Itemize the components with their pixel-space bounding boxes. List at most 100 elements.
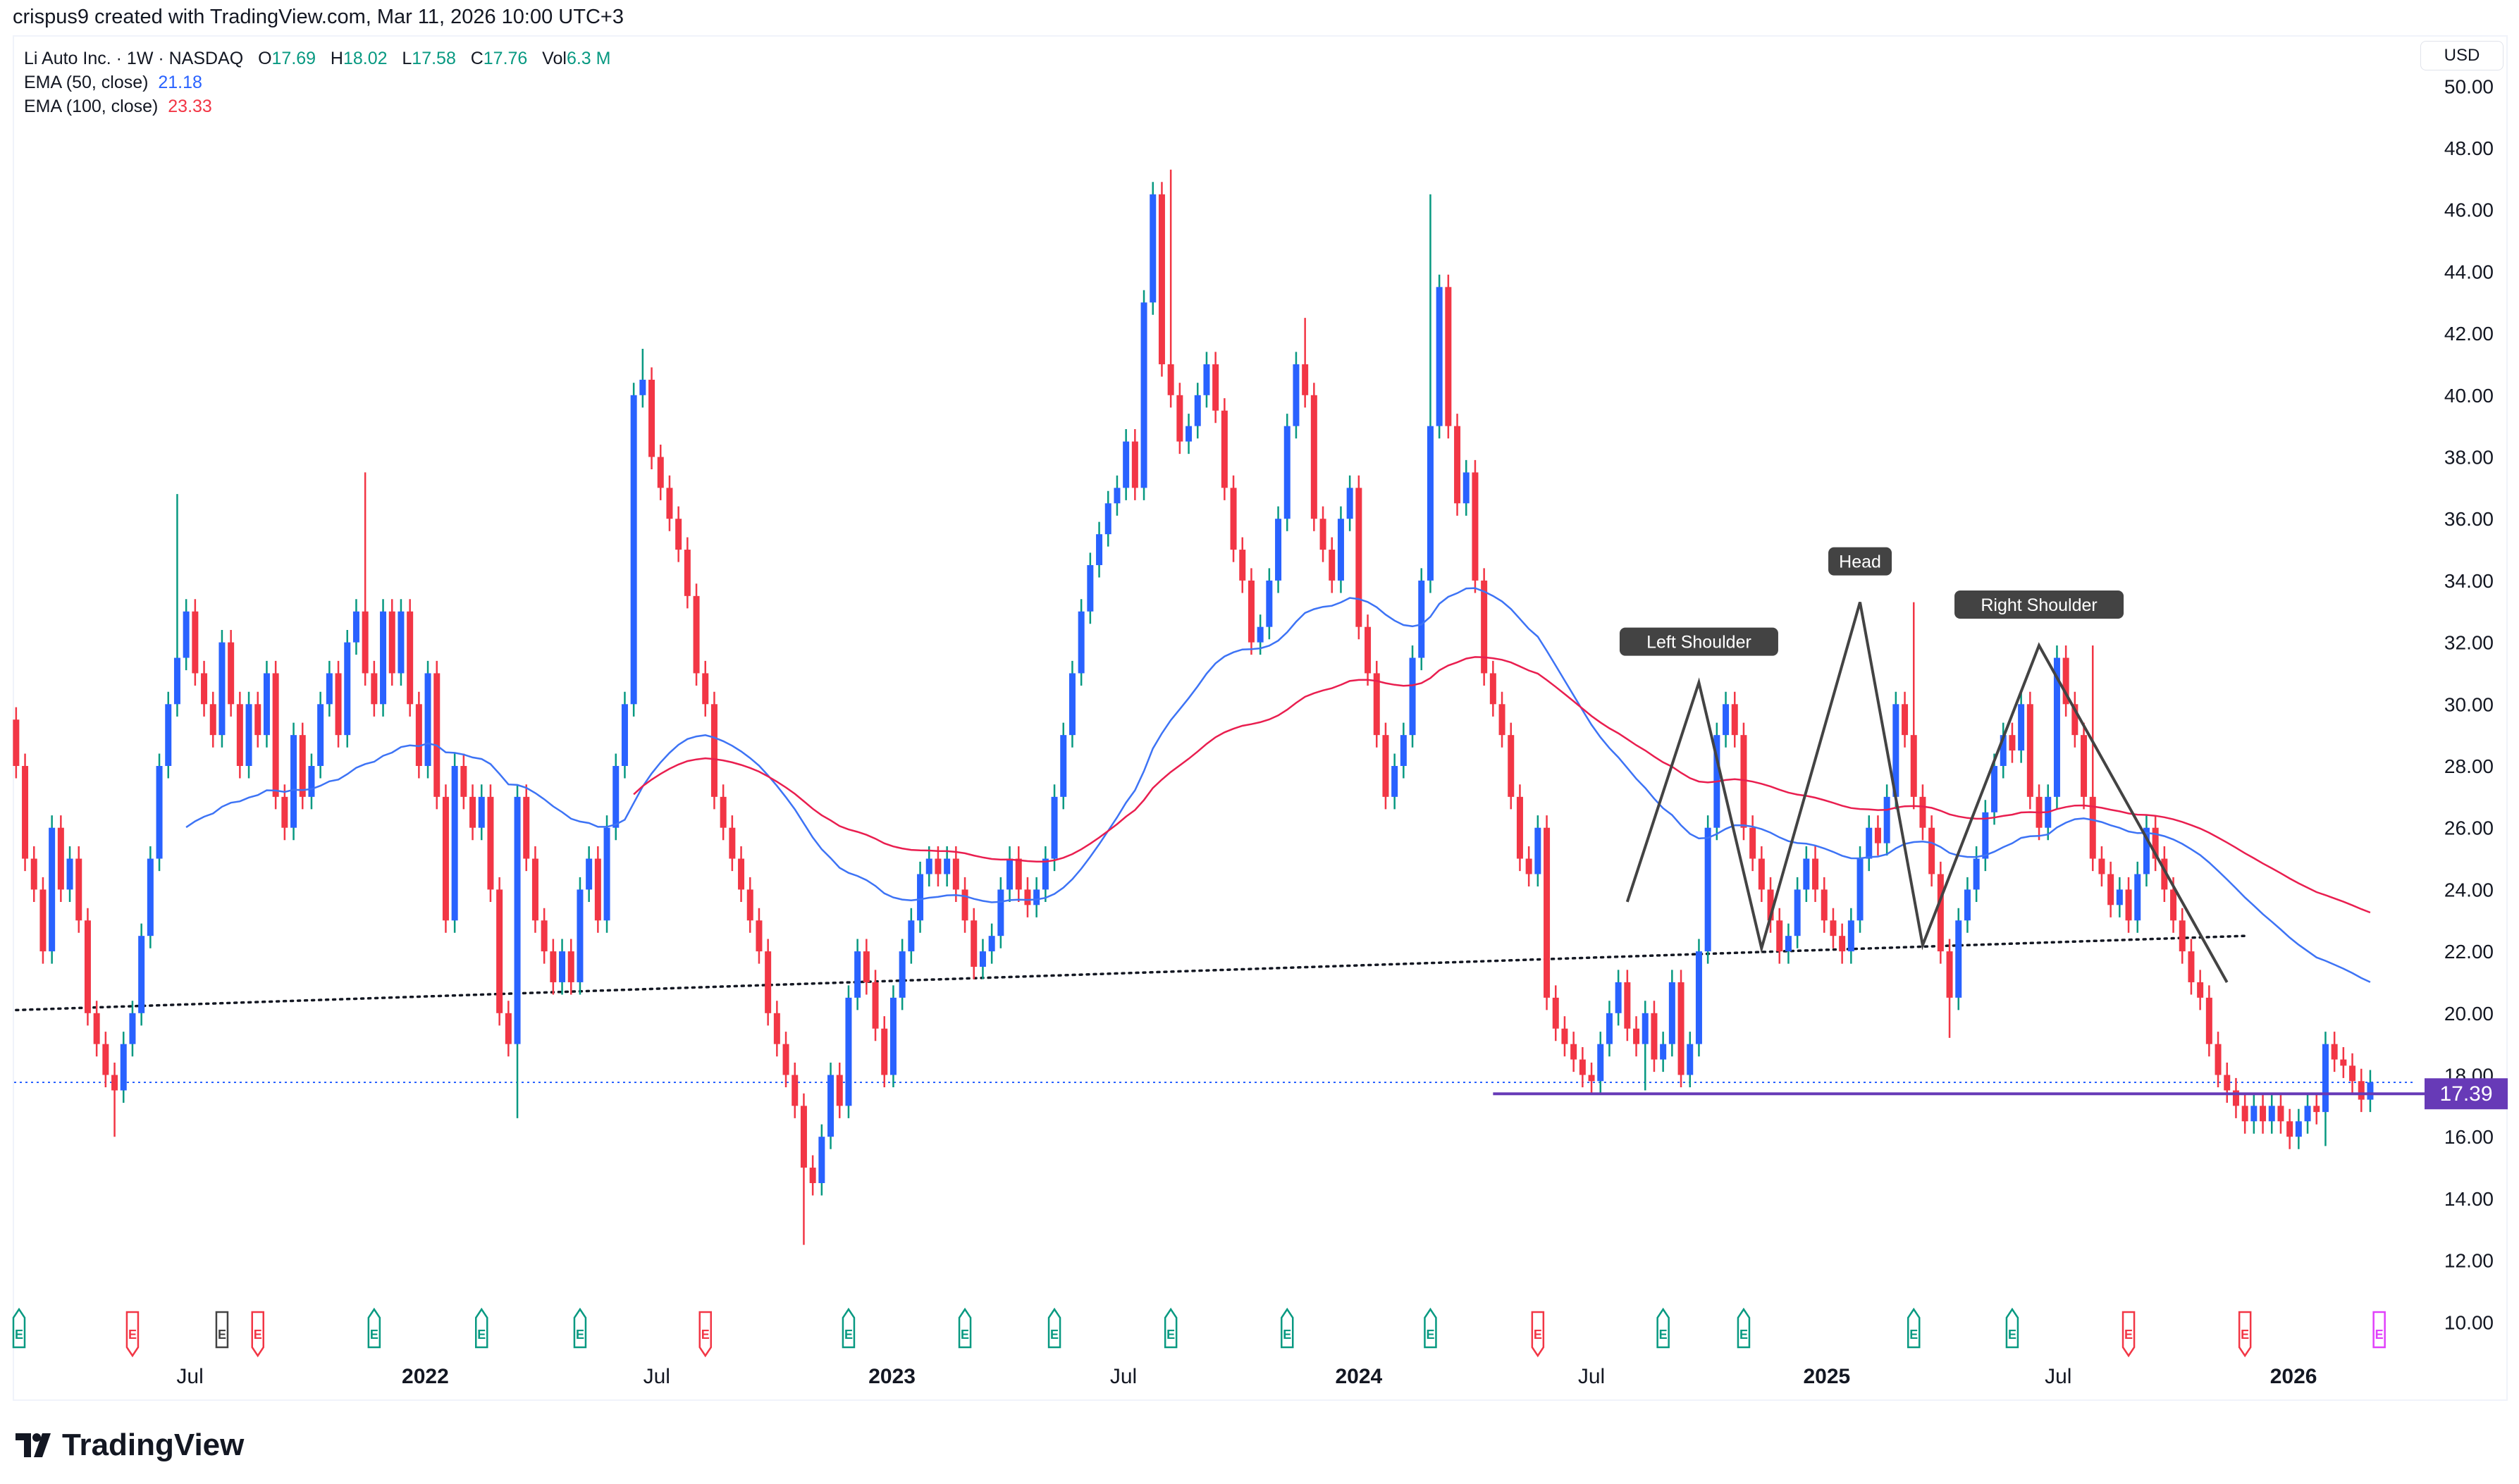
candle-up[interactable]: [1695, 951, 1702, 1044]
candle-up[interactable]: [398, 611, 405, 674]
earnings-marker[interactable]: [958, 1307, 972, 1349]
candle-up[interactable]: [1723, 704, 1730, 736]
candle-down[interactable]: [2349, 1065, 2356, 1082]
candle-down[interactable]: [1230, 488, 1237, 550]
candle-down[interactable]: [505, 1013, 512, 1044]
candle-down[interactable]: [1633, 1028, 1640, 1044]
candle-up[interactable]: [1982, 812, 1989, 859]
candle-down[interactable]: [1731, 704, 1738, 736]
candle-down[interactable]: [84, 920, 91, 1013]
candle-down[interactable]: [496, 889, 503, 1013]
candle-down[interactable]: [362, 611, 369, 674]
candle-up[interactable]: [1955, 920, 1962, 998]
candle-down[interactable]: [971, 920, 978, 967]
candle-up[interactable]: [1597, 1044, 1604, 1082]
candle-up[interactable]: [2295, 1121, 2302, 1137]
candle-down[interactable]: [1677, 982, 1685, 1075]
candle-up[interactable]: [1087, 564, 1094, 612]
candle-down[interactable]: [1919, 796, 1926, 828]
candle-up[interactable]: [424, 673, 431, 766]
candle-down[interactable]: [531, 858, 538, 921]
candle-up[interactable]: [290, 735, 297, 828]
candle-down[interactable]: [2197, 982, 2204, 998]
candle-down[interactable]: [1525, 858, 1532, 874]
candle-up[interactable]: [183, 611, 190, 658]
candle-up[interactable]: [1275, 519, 1282, 581]
earnings-marker[interactable]: [2005, 1307, 2019, 1349]
candle-up[interactable]: [2018, 704, 2025, 751]
candle-down[interactable]: [2331, 1044, 2338, 1060]
earnings-marker[interactable]: [573, 1307, 587, 1349]
candle-up[interactable]: [1534, 827, 1541, 874]
candle-down[interactable]: [1588, 1075, 1595, 1082]
candle-up[interactable]: [156, 766, 163, 859]
candle-down[interactable]: [2170, 889, 2177, 921]
dotted-trendline[interactable]: [15, 934, 2246, 1012]
candle-up[interactable]: [326, 673, 333, 705]
candle-down[interactable]: [1221, 410, 1228, 488]
candle-up[interactable]: [352, 611, 359, 643]
candle-down[interactable]: [773, 1013, 780, 1044]
candle-up[interactable]: [1427, 426, 1434, 581]
candle-down[interactable]: [756, 920, 763, 952]
candle-up[interactable]: [2053, 657, 2060, 797]
candle-up[interactable]: [218, 642, 226, 736]
candle-down[interactable]: [442, 796, 449, 921]
candle-down[interactable]: [1176, 395, 1183, 442]
candle-down[interactable]: [22, 766, 29, 859]
candle-up[interactable]: [1883, 796, 1890, 843]
candle-down[interactable]: [1570, 1044, 1577, 1060]
candle-down[interactable]: [30, 858, 37, 890]
candle-up[interactable]: [2143, 827, 2150, 874]
candle-down[interactable]: [935, 858, 942, 874]
candle-down[interactable]: [371, 673, 378, 705]
earnings-marker[interactable]: [1424, 1307, 1437, 1349]
candle-up[interactable]: [1973, 858, 1980, 890]
candle-down[interactable]: [800, 1106, 807, 1168]
earnings-marker[interactable]: [367, 1307, 381, 1349]
earnings-marker[interactable]: [1281, 1307, 1294, 1349]
candle-up[interactable]: [899, 951, 906, 998]
candle-down[interactable]: [1937, 874, 1944, 952]
earnings-marker[interactable]: [1047, 1307, 1061, 1349]
candle-down[interactable]: [666, 488, 673, 519]
candle-up[interactable]: [621, 704, 628, 766]
candle-up[interactable]: [138, 936, 145, 1013]
candle-down[interactable]: [1167, 364, 1174, 395]
candle-down[interactable]: [881, 1028, 888, 1075]
candle-up[interactable]: [586, 858, 593, 890]
candle-down[interactable]: [2081, 735, 2088, 797]
candle-up[interactable]: [1266, 580, 1273, 627]
candle-up[interactable]: [66, 858, 73, 890]
candle-up[interactable]: [245, 704, 252, 766]
candle-down[interactable]: [1015, 858, 1022, 890]
candle-up[interactable]: [2367, 1082, 2374, 1100]
candle-up[interactable]: [165, 704, 172, 766]
candle-down[interactable]: [57, 827, 64, 890]
candle-up[interactable]: [1140, 302, 1147, 488]
candle-up[interactable]: [478, 796, 485, 828]
candle-up[interactable]: [2322, 1044, 2329, 1113]
candle-up[interactable]: [1033, 889, 1040, 905]
candle-up[interactable]: [1991, 766, 1998, 812]
candle-up[interactable]: [979, 951, 986, 967]
candle-down[interactable]: [1740, 735, 1747, 828]
candle-down[interactable]: [1481, 580, 1488, 674]
candle-down[interactable]: [702, 673, 709, 705]
candle-down[interactable]: [1365, 626, 1372, 674]
candle-down[interactable]: [2313, 1106, 2320, 1113]
candle-up[interactable]: [2134, 874, 2141, 921]
candle-up[interactable]: [1866, 827, 1873, 859]
tradingview-logo[interactable]: TradingView: [16, 1428, 244, 1463]
pattern-label-box[interactable]: [1828, 547, 1892, 576]
candle-down[interactable]: [1212, 364, 1219, 411]
candle-down[interactable]: [469, 796, 476, 828]
candle-up[interactable]: [1660, 1044, 1667, 1060]
candle-down[interactable]: [487, 796, 494, 890]
candle-down[interactable]: [1552, 997, 1559, 1029]
candle-down[interactable]: [1561, 1028, 1568, 1044]
earnings-marker[interactable]: [2238, 1311, 2252, 1358]
earnings-marker[interactable]: [2372, 1311, 2386, 1349]
candle-down[interactable]: [2152, 827, 2159, 859]
